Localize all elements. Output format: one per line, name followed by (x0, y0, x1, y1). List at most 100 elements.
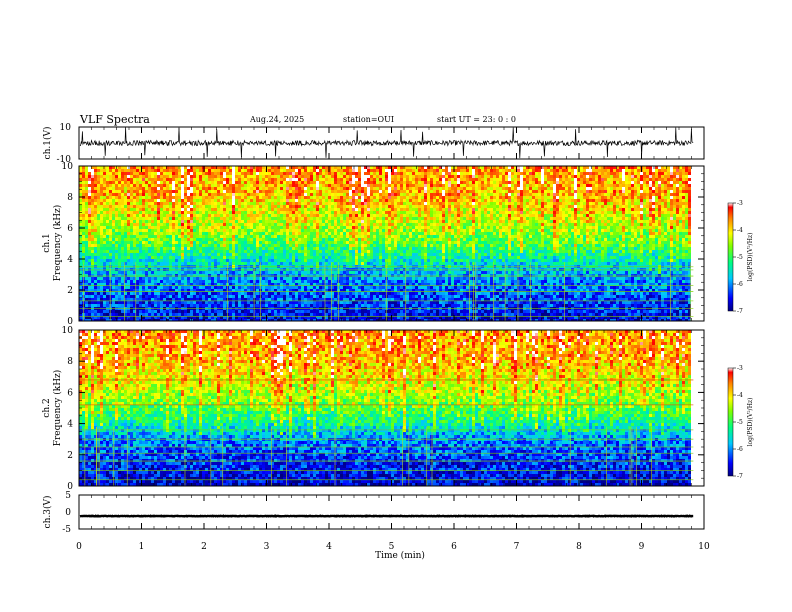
spectrogram-cell (118, 316, 121, 319)
spectrogram-cell (166, 223, 169, 226)
spectrogram-cell (79, 244, 82, 247)
spectrogram-cell (91, 286, 94, 289)
spectrogram-cell (163, 304, 166, 307)
spectrogram-cell (100, 202, 103, 205)
spectrogram-cell (94, 193, 97, 196)
spectrogram-cell (133, 172, 136, 175)
spectrogram-cell (313, 295, 316, 298)
spectrogram-cell (214, 196, 217, 199)
spectrogram-cell (148, 232, 151, 235)
spectrogram-cell (355, 277, 358, 280)
spectrogram-cell (94, 238, 97, 241)
spectrogram-cell (268, 298, 271, 301)
spectrogram-cell (190, 271, 193, 274)
spectrogram-cell (220, 292, 223, 295)
spectrogram-cell (115, 199, 118, 202)
spectrogram-cell (271, 295, 274, 298)
spectrogram-cell (169, 271, 172, 274)
spectrogram-cell (100, 319, 103, 321)
spectrogram-cell (139, 283, 142, 286)
spectrogram-cell (217, 226, 220, 229)
spectrogram-cell (337, 211, 340, 214)
spectrogram-cell (124, 238, 127, 241)
spectrogram-cell (217, 247, 220, 250)
spectrogram-cell (328, 181, 331, 184)
spectrogram-cell (247, 292, 250, 295)
spectrogram-cell (118, 175, 121, 178)
spectrogram-cell (256, 313, 259, 316)
spectrogram-cell (175, 280, 178, 283)
spectrogram-cell (238, 208, 241, 211)
spectrogram-cell (178, 172, 181, 175)
spectrogram-cell (238, 313, 241, 316)
spectrogram-cell (151, 214, 154, 217)
spectrogram-cell (256, 247, 259, 250)
spectrogram-cell (211, 226, 214, 229)
spectrogram-cell (340, 313, 343, 316)
spectrogram-cell (142, 202, 145, 205)
spectrogram-cell (178, 250, 181, 253)
spectrogram-cell (313, 286, 316, 289)
spectrogram-cell (211, 175, 214, 178)
spectrogram-cell (334, 193, 337, 196)
spectrogram-cell (310, 316, 313, 319)
spectrogram-cell (103, 259, 106, 262)
spectrogram-cell (259, 244, 262, 247)
spectrogram-cell (130, 283, 133, 286)
spectrogram-cell (100, 304, 103, 307)
spectrogram-cell (271, 316, 274, 319)
spectrogram-cell (304, 241, 307, 244)
spectrogram-cell (262, 286, 265, 289)
spectrogram-cell (154, 232, 157, 235)
spectrogram-cell (352, 286, 355, 289)
spectrogram-cell (103, 238, 106, 241)
spectrogram-cell (268, 241, 271, 244)
spectrogram-cell (127, 214, 130, 217)
spectrogram-cell (97, 181, 100, 184)
spectrogram-cell (172, 199, 175, 202)
spectrogram-cell (286, 256, 289, 259)
spectrogram-cell (220, 226, 223, 229)
spectrogram-cell (127, 193, 130, 196)
spectrogram-cell (121, 241, 124, 244)
spectrogram-cell (352, 295, 355, 298)
spectrogram-cell (244, 259, 247, 262)
spectrogram-cell (133, 250, 136, 253)
spectrogram-cell (253, 238, 256, 241)
spectrogram-cell (148, 304, 151, 307)
spectrogram-cell (277, 178, 280, 181)
spectrogram-cell (274, 295, 277, 298)
spectrogram-cell (193, 286, 196, 289)
spectrogram-cell (229, 217, 232, 220)
spectrogram-cell (211, 310, 214, 313)
spectrogram-cell (247, 310, 250, 313)
spectrogram-cell (358, 283, 361, 286)
spectrogram-cell (148, 202, 151, 205)
spectrogram-cell (298, 211, 301, 214)
spectrogram-cell (163, 286, 166, 289)
spectrogram-cell (325, 217, 328, 220)
spectrogram-cell (139, 211, 142, 214)
spectrogram-cell (124, 247, 127, 250)
spectrogram-cell (232, 256, 235, 259)
spectrogram-cell (298, 214, 301, 217)
spectrogram-cell (325, 247, 328, 250)
spectrogram-cell (100, 208, 103, 211)
spectrogram-cell (298, 220, 301, 223)
spectrogram-cell (142, 199, 145, 202)
spectrogram-cell (163, 193, 166, 196)
spectrogram-cell (166, 316, 169, 319)
spectrogram-cell (130, 166, 133, 169)
spectrogram-cell (130, 256, 133, 259)
spectrogram-cell (295, 253, 298, 256)
spectrogram-cell (346, 253, 349, 256)
spectrogram-cell (226, 175, 229, 178)
spectrogram-cell (229, 166, 232, 169)
spectrogram-cell (106, 316, 109, 319)
spectrogram-cell (91, 313, 94, 316)
spectrogram-cell (229, 175, 232, 178)
spectrogram-cell (85, 238, 88, 241)
spectrogram-cell (313, 181, 316, 184)
spectrogram-cell (310, 244, 313, 247)
spectrogram-cell (220, 199, 223, 202)
